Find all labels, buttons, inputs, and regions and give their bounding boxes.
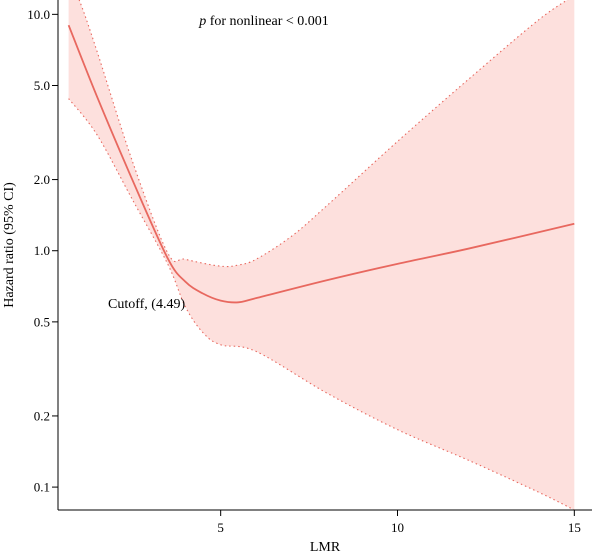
- hazard-ratio-line: [67, 24, 575, 304]
- y-axis-title: Hazard ratio (95% CI): [2, 182, 17, 308]
- x-tick-label: 10: [391, 520, 404, 535]
- y-tick-label: 10.0: [27, 7, 50, 22]
- y-tick-label: 0.1: [34, 480, 50, 495]
- ci-lower-line: [68, 98, 575, 510]
- y-tick-label: 0.5: [34, 314, 50, 329]
- p-value-annotation: p for nonlinear < 0.001: [198, 14, 329, 29]
- y-tick-label: 2.0: [34, 172, 50, 187]
- x-axis-title: LMR: [310, 540, 341, 555]
- y-tick-label: 0.2: [34, 408, 50, 423]
- ci-upper-line: [78, 0, 569, 268]
- y-ticks: 0.1 0.2 0.5 1.0 2.0 5.0 10.0: [27, 7, 58, 495]
- x-tick-label: 5: [217, 520, 224, 535]
- x-tick-label: 15: [568, 520, 581, 535]
- y-tick-label: 1.0: [34, 243, 50, 258]
- cutoff-annotation: Cutoff, (4.49): [108, 297, 185, 312]
- p-value-symbol: p: [198, 14, 206, 29]
- y-tick-label: 5.0: [34, 78, 50, 93]
- plot-area: [67, 0, 575, 510]
- confidence-band: [68, 0, 575, 510]
- p-value-text: for nonlinear < 0.001: [206, 14, 329, 29]
- x-ticks: 5 10 15: [217, 510, 581, 535]
